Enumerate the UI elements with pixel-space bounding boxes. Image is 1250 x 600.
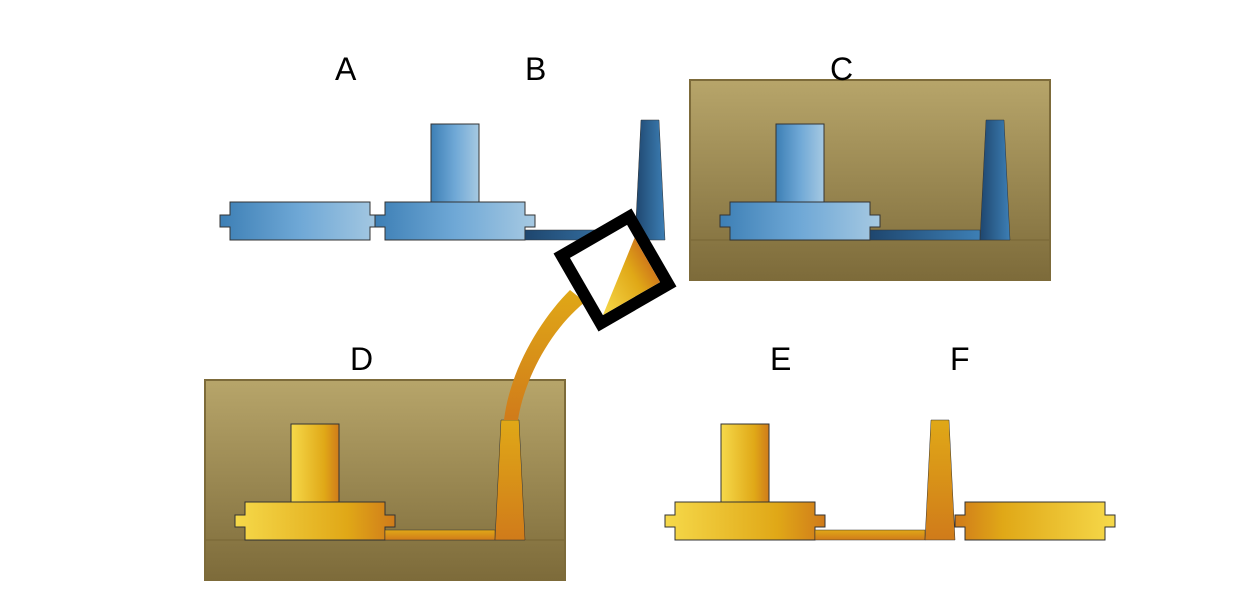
label-a: A [335, 51, 357, 87]
label-e: E [770, 341, 791, 377]
runner [815, 530, 925, 540]
label-f: F [950, 341, 970, 377]
step-e-as-cast [665, 420, 955, 540]
step-f-finished [955, 502, 1115, 540]
step-a-pattern [220, 202, 380, 240]
step-c-in-mold [690, 80, 1050, 280]
riser [776, 124, 824, 202]
sprue [925, 420, 955, 540]
flange [375, 202, 535, 240]
riser [291, 424, 339, 502]
label-d: D [350, 341, 373, 377]
flange [665, 502, 825, 540]
runner [385, 530, 495, 540]
casting-process-diagram: A B C D E F [0, 0, 1250, 600]
riser [431, 124, 479, 202]
label-c: C [830, 51, 853, 87]
flange [720, 202, 880, 240]
flange [955, 502, 1115, 540]
sprue [635, 120, 665, 240]
flange [235, 502, 395, 540]
step-d-pouring [205, 209, 676, 580]
flange [220, 202, 380, 240]
runner [870, 230, 980, 240]
riser [721, 424, 769, 502]
label-b: B [525, 51, 546, 87]
